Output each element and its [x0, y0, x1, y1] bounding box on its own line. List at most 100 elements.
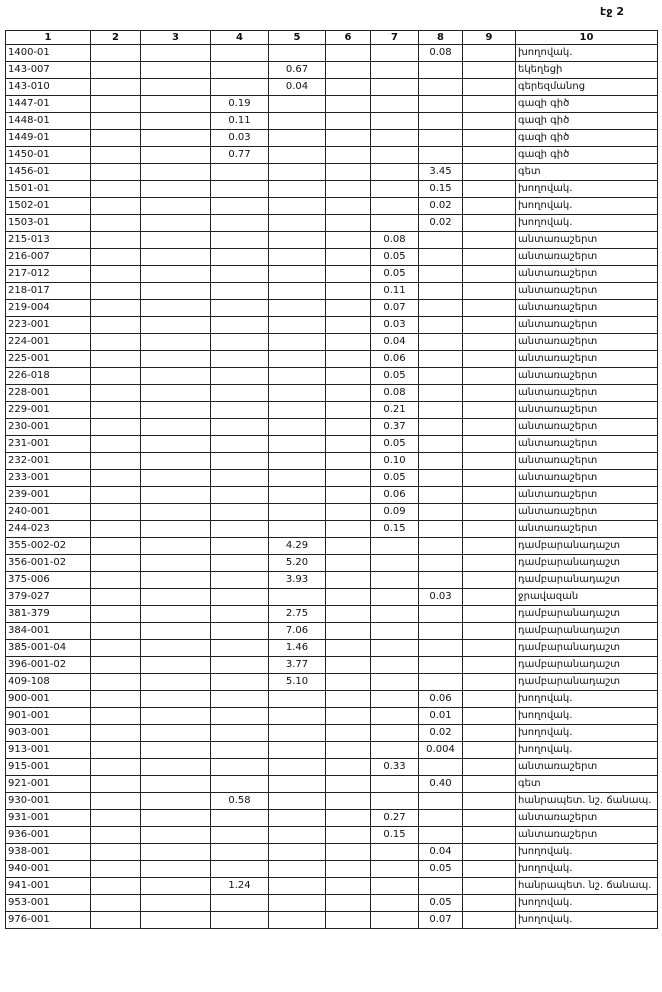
table-cell [268, 350, 326, 368]
table-cell [462, 418, 516, 436]
table-cell: անտառաշերտ [515, 316, 658, 334]
table-cell [210, 248, 269, 266]
table-cell [140, 843, 211, 861]
table-cell [140, 112, 211, 130]
table-cell [210, 894, 269, 912]
table-cell [370, 61, 419, 79]
table-cell [370, 775, 419, 793]
table-cell [268, 894, 326, 912]
table-cell [325, 758, 371, 776]
table-cell [268, 384, 326, 402]
table-cell: 0.06 [370, 486, 419, 504]
table-cell [140, 792, 211, 810]
table-cell: 1400-01 [5, 44, 91, 62]
table-cell: 953-001 [5, 894, 91, 912]
table-cell [210, 180, 269, 198]
table-cell [325, 911, 371, 929]
table-row: 940-001 0.05 խողովակ. [5, 860, 658, 878]
table-cell: 381-379 [5, 605, 91, 623]
table-row: 938-001 0.04 խողովակ. [5, 843, 658, 861]
table-cell: 0.07 [418, 911, 463, 929]
table-cell: 0.05 [418, 894, 463, 912]
table-row: 231-001 0.05 անտառաշերտ [5, 435, 658, 453]
table-cell [462, 724, 516, 742]
table-cell [370, 741, 419, 759]
table-cell: 0.05 [370, 367, 419, 385]
table-cell: դամբարանադաշտ [515, 537, 658, 555]
table-cell [268, 265, 326, 283]
table-cell [268, 809, 326, 827]
table-row: 223-001 0.03 անտառաշերտ [5, 316, 658, 334]
table-cell [462, 129, 516, 147]
table-cell: խողովակ. [515, 724, 658, 742]
table-row: 233-001 0.05 անտառաշերտ [5, 469, 658, 487]
table-cell [140, 707, 211, 725]
table-cell [418, 809, 463, 827]
table-cell [370, 129, 419, 147]
table-cell: խողովակ. [515, 911, 658, 929]
table-cell [268, 316, 326, 334]
table-cell: անտառաշերտ [515, 452, 658, 470]
table-cell [370, 554, 419, 572]
table-cell [210, 639, 269, 657]
table-cell [418, 61, 463, 79]
table-cell [268, 792, 326, 810]
header-row: 1 2 3 4 5 6 7 8 9 10 [5, 30, 658, 45]
table-cell: գազի գիծ [515, 112, 658, 130]
table-cell [325, 231, 371, 249]
table-cell [370, 656, 419, 674]
table-cell [140, 248, 211, 266]
table-cell [210, 554, 269, 572]
table-cell [418, 486, 463, 504]
table-cell [268, 826, 326, 844]
header-cell: 9 [462, 30, 516, 45]
table-cell [462, 265, 516, 283]
table-cell [462, 78, 516, 96]
table-cell: 0.15 [370, 826, 419, 844]
table-cell [325, 639, 371, 657]
table-cell: 409-108 [5, 673, 91, 691]
table-cell [325, 792, 371, 810]
table-cell: անտառաշերտ [515, 333, 658, 351]
table-cell: դամբարանադաշտ [515, 673, 658, 691]
table-cell [210, 605, 269, 623]
table-cell [90, 333, 141, 351]
table-cell [268, 775, 326, 793]
table-cell [462, 877, 516, 895]
table-cell: 0.15 [370, 520, 419, 538]
table-cell: 0.04 [418, 843, 463, 861]
table-cell [462, 588, 516, 606]
table-cell [268, 452, 326, 470]
table-cell: 0.15 [418, 180, 463, 198]
table-row: 230-001 0.37 անտառաշերտ [5, 418, 658, 436]
table-cell: 0.21 [370, 401, 419, 419]
table-cell: անտառաշերտ [515, 418, 658, 436]
table-cell: 903-001 [5, 724, 91, 742]
table-cell [90, 452, 141, 470]
table-cell: 0.58 [210, 792, 269, 810]
table-cell [210, 163, 269, 181]
table-cell [268, 588, 326, 606]
table-cell [325, 707, 371, 725]
table-cell [140, 673, 211, 691]
table-cell [418, 418, 463, 436]
table-cell [90, 860, 141, 878]
table-cell [90, 316, 141, 334]
table-cell [140, 44, 211, 62]
table-row: 941-001 1.24 հանրապետ. նշ. ճանապ. [5, 877, 658, 895]
table-cell [210, 282, 269, 300]
table-cell [210, 911, 269, 929]
table-cell [325, 367, 371, 385]
table-cell [325, 673, 371, 691]
table-cell: 375-006 [5, 571, 91, 589]
table-cell [370, 690, 419, 708]
table-row: 384-001 7.06 դամբարանադաշտ [5, 622, 658, 640]
table-cell [370, 146, 419, 164]
table-cell [210, 78, 269, 96]
table-cell [140, 877, 211, 895]
table-cell [268, 520, 326, 538]
table-cell: 0.40 [418, 775, 463, 793]
table-cell [268, 129, 326, 147]
table-cell [210, 809, 269, 827]
table-cell [418, 146, 463, 164]
